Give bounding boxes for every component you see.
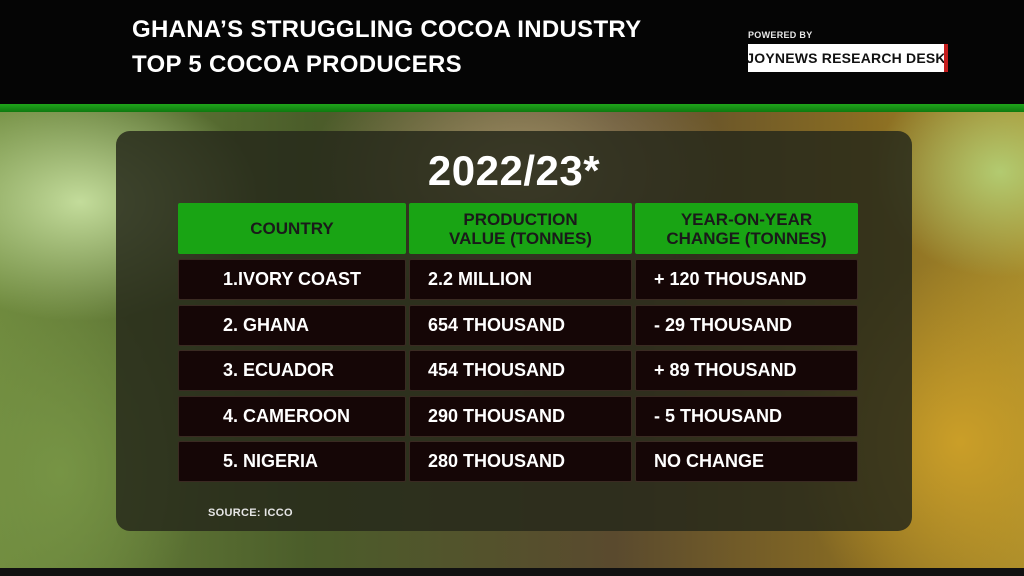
header-change: YEAR-ON-YEAR CHANGE (TONNES) — [635, 203, 858, 254]
country-cell: 3. ECUADOR — [178, 350, 406, 391]
production-cell: 280 THOUSAND — [409, 441, 632, 482]
research-desk-badge: JOYNEWS RESEARCH DESK — [748, 44, 944, 72]
green-divider — [0, 104, 1024, 112]
change-cell: + 120 THOUSAND — [635, 259, 858, 300]
change-cell: - 5 THOUSAND — [635, 395, 858, 437]
country-cell: 2. GHANA — [178, 304, 406, 346]
production-cell: 454 THOUSAND — [409, 350, 632, 391]
change-cell: - 29 THOUSAND — [635, 304, 858, 346]
country-cell: 4. CAMEROON — [178, 395, 406, 437]
country-cell: 5. NIGERIA — [178, 441, 406, 482]
change-cell: + 89 THOUSAND — [635, 350, 858, 391]
title-line-2: TOP 5 COCOA PRODUCERS — [132, 51, 462, 78]
period-title: 2022/23* — [427, 147, 601, 194]
header-bar: GHANA’S STRUGGLING COCOA INDUSTRY TOP 5 … — [0, 0, 1024, 104]
bottom-strip — [0, 568, 1024, 576]
research-desk-accent — [944, 44, 948, 72]
production-cell: 654 THOUSAND — [409, 304, 632, 346]
header-production: PRODUCTION VALUE (TONNES) — [409, 203, 632, 254]
production-cell: 290 THOUSAND — [409, 395, 632, 437]
change-cell: NO CHANGE — [635, 441, 858, 482]
country-cell: 1.IVORY COAST — [178, 259, 406, 300]
source-note: SOURCE: ICCO — [208, 507, 293, 519]
header-country: COUNTRY — [178, 203, 406, 254]
table-panel: 2022/23* COUNTRY PRODUCTION VALUE (TONNES… — [116, 131, 912, 531]
production-cell: 2.2 MILLION — [409, 259, 632, 300]
title-line-1: GHANA’S STRUGGLING COCOA INDUSTRY — [132, 16, 642, 43]
powered-by-label: POWERED BY — [748, 30, 813, 40]
